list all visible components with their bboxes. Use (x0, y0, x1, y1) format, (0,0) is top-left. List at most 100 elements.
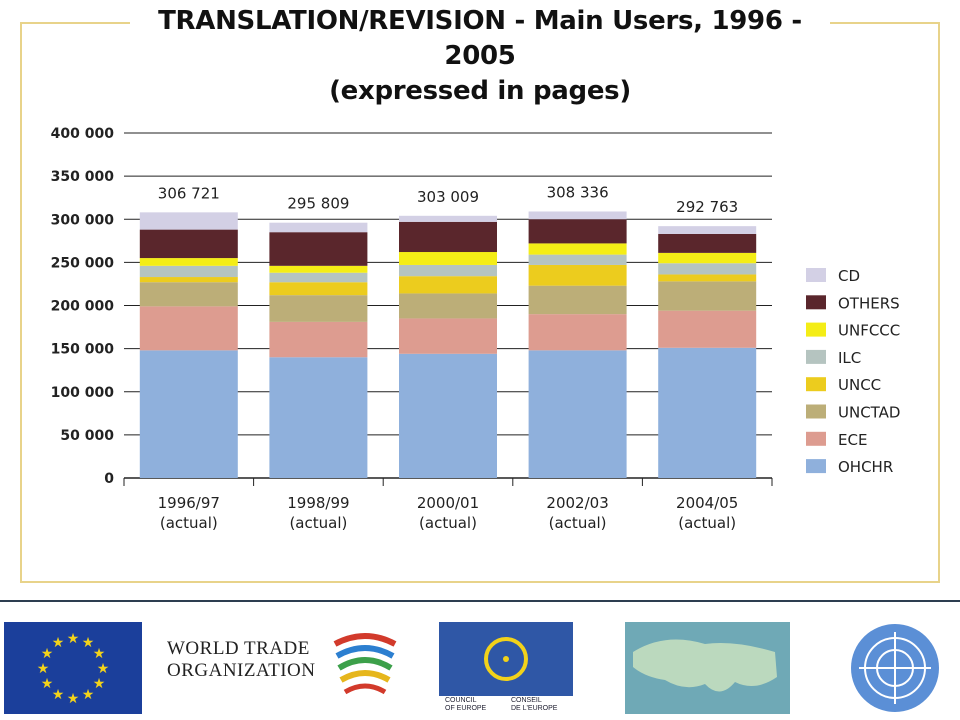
x-tick-label: 2000/01 (417, 494, 479, 512)
bar-segment-ohchr (139, 350, 238, 478)
eu-star-icon: ★ (67, 631, 80, 647)
bar-segment-ilc (658, 263, 757, 275)
x-tick-label: 2002/03 (546, 494, 608, 512)
footer-divider (0, 600, 960, 602)
wto-line-1: WORLD TRADE (167, 638, 310, 659)
eu-star-icon: ★ (41, 676, 54, 692)
council-of-europe-logo: COUNCIL OF EUROPE CONSEIL DE L'EUROPE (439, 622, 573, 714)
legend-swatch-unctad (806, 404, 826, 419)
y-tick-label: 350 000 (51, 169, 115, 185)
bar-segment-cd (399, 215, 497, 222)
bar-segment-unctad (139, 282, 238, 307)
bar-segment-ilc (139, 265, 238, 278)
legend-swatch-ohchr (806, 459, 826, 474)
bar-segment-cd (658, 226, 757, 234)
bar-segment-others (139, 229, 238, 259)
legend-label-others: OTHERS (838, 294, 900, 312)
eu-star-icon: ★ (82, 687, 95, 703)
legend-label-unctad: UNCTAD (838, 404, 900, 422)
bar-segment-others (399, 221, 497, 253)
legend-swatch-ilc (806, 349, 826, 364)
bar-total-label: 306 721 (158, 184, 220, 202)
y-tick-label: 100 000 (51, 385, 115, 401)
bar-segment-unfccc (399, 252, 497, 265)
wto-line-2: ORGANIZATION (167, 660, 316, 681)
bar-segment-ilc (269, 272, 368, 283)
map-icon (633, 639, 777, 692)
y-tick-label: 400 000 (51, 126, 115, 142)
bar-segment-ohchr (528, 350, 627, 478)
bar-segment-ece (269, 321, 368, 358)
legend-swatch-cd (806, 268, 826, 282)
chart-title: TRANSLATION/REVISION - Main Users, 1996 … (130, 4, 830, 109)
eu-star-icon: ★ (41, 646, 54, 662)
legend-label-uncc: UNCC (838, 376, 881, 394)
bar-total-label: 292 763 (676, 198, 738, 216)
bar-segment-others (269, 232, 368, 266)
legend-label-ilc: ILC (838, 349, 861, 367)
bar-segment-uncc (139, 277, 238, 283)
un-emblem-logo (835, 622, 955, 714)
title-line-2: (expressed in pages) (329, 76, 631, 106)
x-tick-label: (actual) (419, 514, 477, 532)
bar-total-label: 303 009 (417, 188, 479, 206)
coe-label-fr: CONSEIL DE L'EUROPE (511, 697, 558, 712)
legend-label-ece: ECE (838, 431, 867, 449)
y-tick-label: 150 000 (51, 342, 115, 358)
eu-star-icon: ★ (52, 687, 65, 703)
bar-segment-uncc (269, 282, 368, 296)
bar-segment-ohchr (658, 347, 757, 478)
stacked-bar-chart: 0 50 000 100 000 150 000 200 000 250 000 300 0… (51, 126, 901, 532)
bar-segment-cd (269, 222, 368, 233)
y-tick-label: 300 000 (51, 212, 115, 228)
bar-segment-others (658, 233, 757, 253)
wto-wordmark: WORLD TRADE ORGANIZATION (167, 638, 315, 682)
wto-logo: WORLD TRADE ORGANIZATION (165, 622, 400, 714)
x-tick-label: 1998/99 (287, 494, 349, 512)
wto-swirl-icon (333, 633, 397, 695)
eu-star-icon: ★ (97, 661, 110, 677)
x-tick-label: 2004/05 (676, 494, 738, 512)
legend-swatch-others (806, 295, 826, 310)
eu-star-icon: ★ (82, 635, 95, 651)
eu-flag-logo: ★ ★ ★ ★ ★ ★ ★ ★ ★ ★ ★ ★ (4, 622, 142, 714)
bar-segment-unctad (399, 293, 497, 319)
bar-segment-unfccc (269, 265, 368, 273)
bar-segment-unctad (269, 295, 368, 322)
bar-segment-ilc (528, 254, 627, 265)
y-tick-label: 250 000 (51, 255, 115, 271)
bar-segment-unctad (528, 285, 627, 315)
eu-star-icon: ★ (93, 646, 106, 662)
x-tick-label: (actual) (549, 514, 607, 532)
bar-segment-uncc (399, 276, 497, 294)
bar-total-label: 308 336 (547, 183, 609, 201)
y-tick-label: 200 000 (51, 299, 115, 315)
eu-star-icon: ★ (37, 661, 50, 677)
legend-swatch-ece (806, 431, 826, 446)
bar-segment-unctad (658, 281, 757, 311)
bar-segment-cd (139, 212, 238, 230)
legend-label-ohchr: OHCHR (838, 458, 893, 476)
un-globe-icon (851, 624, 939, 712)
bar-segment-ohchr (269, 357, 368, 478)
bar-segment-cd (528, 211, 627, 220)
eu-star-icon: ★ (52, 635, 65, 651)
title-line-1: TRANSLATION/REVISION - Main Users, 1996 … (158, 6, 802, 71)
x-tick-label: (actual) (289, 514, 347, 532)
bar-segment-uncc (528, 264, 627, 286)
bar-segment-others (528, 219, 627, 244)
x-tick-label: 1996/97 (158, 494, 220, 512)
bar-segment-uncc (658, 274, 757, 282)
eu-star-icon: ★ (93, 676, 106, 692)
bar-segment-ece (528, 314, 627, 351)
bar-segment-unfccc (658, 252, 757, 264)
bar-segment-ece (658, 310, 757, 348)
legend-label-unfccc: UNFCCC (838, 322, 900, 340)
bar-segment-ohchr (399, 353, 497, 478)
y-tick-label: 0 (104, 471, 114, 487)
coe-label-en: COUNCIL OF EUROPE (445, 697, 487, 712)
coe-emblem (439, 622, 573, 696)
x-tick-label: (actual) (160, 514, 218, 532)
legend-label-cd: CD (838, 267, 860, 285)
x-tick-label: (actual) (678, 514, 736, 532)
